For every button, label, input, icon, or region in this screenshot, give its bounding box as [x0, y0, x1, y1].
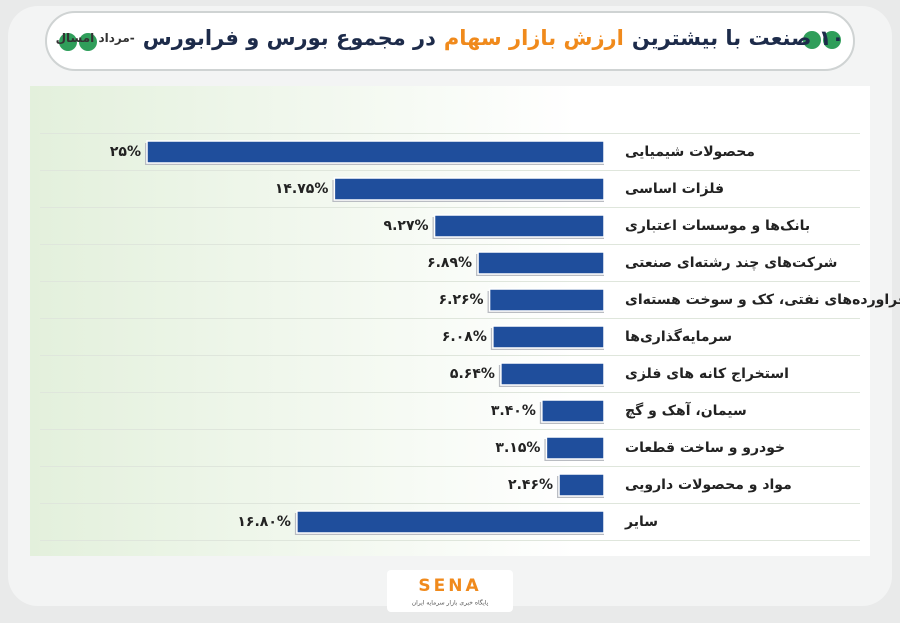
category-label: فراورده‌های نفتی، کک و سوخت هسته‌ای — [625, 292, 900, 308]
bar — [492, 325, 605, 349]
value-label: ۶.۸۹% — [427, 255, 472, 271]
logo-caption: پایگاه خبری بازار سرمایه ایران — [412, 599, 489, 607]
title-pill — [45, 11, 855, 71]
bar — [433, 214, 605, 238]
quote-marks — [59, 31, 841, 51]
category-label: خودرو و ساخت قطعات — [625, 440, 785, 456]
value-label: ۹.۲۷% — [384, 218, 429, 234]
category-label: استخراج کانه های فلزی — [625, 366, 789, 382]
bar — [558, 473, 605, 497]
category-label: سیمان، آهک و گچ — [625, 401, 747, 419]
bar — [333, 177, 605, 201]
bar — [500, 362, 605, 386]
category-label: مواد و محصولات دارویی — [625, 477, 792, 493]
category-label: فلزات اساسی — [625, 181, 724, 197]
value-label: ۳.۱۵% — [495, 440, 540, 456]
value-label: ۶.۰۸% — [442, 329, 487, 345]
bar — [296, 510, 605, 534]
bar — [146, 140, 605, 164]
category-label: محصولات شیمیایی — [625, 144, 755, 160]
title-part: در مجموع بورس و فرابورس — [142, 26, 436, 50]
bar — [477, 251, 605, 275]
bar — [541, 399, 605, 423]
logo-box — [387, 570, 513, 612]
bar — [545, 436, 605, 460]
bar — [488, 288, 605, 312]
value-label: ۱۴.۷۵% — [275, 181, 329, 197]
category-label: بانک‌ها و موسسات اعتباری — [625, 218, 810, 234]
subtitle: -مرداد امسال — [55, 31, 135, 45]
value-label: ۲.۴۶% — [508, 477, 553, 493]
title-part: ۱۰ صنعت با بیشترین — [631, 26, 845, 50]
logo: SENA — [418, 576, 481, 596]
category-label: سایر — [624, 514, 658, 530]
value-label: ۳.۴۰% — [491, 403, 536, 419]
value-label: ۵.۶۴% — [450, 366, 495, 382]
category-label: سرمایه‌گذاری‌ها — [625, 328, 732, 345]
value-label: ۲۵% — [110, 144, 141, 160]
value-label: ۱۶.۸۰% — [237, 514, 291, 530]
category-label: شرکت‌های چند رشته‌ای صنعتی — [625, 255, 837, 271]
value-label: ۶.۲۶% — [439, 292, 484, 308]
title-highlight: ارزش بازار سهام — [443, 26, 624, 50]
title: ۱۰ صنعت با بیشترین ارزش بازار سهام در مج… — [56, 14, 845, 62]
